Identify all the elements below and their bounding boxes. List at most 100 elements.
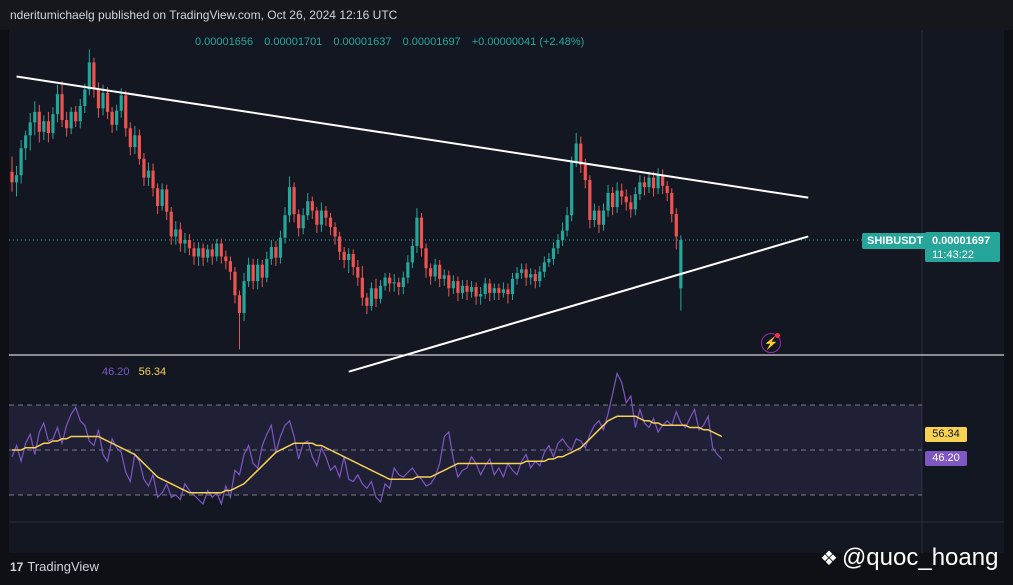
candle-body (365, 297, 369, 306)
candle-body (570, 161, 574, 216)
rsi-pane-background (9, 355, 1004, 553)
candle-body (515, 272, 519, 279)
candle-body (429, 268, 433, 277)
candle-body (265, 258, 269, 278)
candle-body (551, 248, 556, 259)
candle-body (338, 236, 342, 252)
bar-countdown: 11:43:22 (932, 249, 975, 261)
candle-body (283, 215, 287, 238)
candle-body (347, 254, 351, 260)
candle-body (274, 247, 278, 258)
last-price: 0.00001697 (932, 235, 991, 247)
lightning-icon[interactable]: ⚡ (761, 333, 781, 353)
candle-body (51, 114, 55, 133)
candle-body (60, 94, 64, 121)
candle-body (178, 229, 182, 244)
candle-body (87, 62, 91, 90)
price-candles (10, 49, 683, 350)
publisher-text: nderitumichaelg published on TradingView… (10, 8, 398, 22)
candle-body (324, 210, 328, 218)
rsi-tag: 46.20 (925, 451, 967, 466)
candle-body (520, 269, 524, 273)
candle-body (251, 264, 255, 282)
candle-body (661, 175, 665, 186)
candle-body (433, 264, 437, 277)
candle-body (256, 264, 260, 282)
candle-body (96, 89, 101, 109)
candle-body (201, 248, 205, 258)
candle-body (269, 247, 273, 259)
ohlc-low: 0.00001637 (333, 36, 392, 48)
candle-body (287, 187, 292, 216)
trendlines (16, 75, 809, 373)
candle-body (146, 170, 151, 178)
candle-body (656, 175, 660, 189)
candle-body (233, 271, 237, 296)
candle-body (674, 214, 678, 237)
candle-body (301, 215, 305, 229)
candle-body (529, 274, 533, 278)
candle-body (406, 262, 410, 278)
candle-body (542, 262, 546, 272)
candle-body (210, 249, 214, 257)
diamond-icon: ❖ (820, 548, 838, 570)
candle-body (28, 122, 32, 136)
candle-body (524, 269, 528, 278)
candle-body (633, 194, 637, 210)
candle-body (615, 190, 619, 208)
candle-body (565, 215, 569, 231)
candle-body (37, 111, 41, 132)
candle-body (392, 282, 396, 284)
triangle-trendline (16, 75, 809, 199)
candle-body (101, 93, 105, 109)
ohlc-high: 0.00001701 (264, 36, 323, 48)
candle-body (356, 267, 360, 278)
candle-body (14, 175, 19, 183)
candle-body (588, 180, 592, 221)
candle-body (69, 111, 73, 129)
notification-dot (775, 333, 780, 338)
candle-body (401, 277, 405, 288)
rsi-ma-legend-value: 56.34 (138, 366, 167, 378)
candle-body (665, 185, 669, 193)
candle-body (310, 201, 314, 211)
candle-body (651, 177, 656, 189)
ohlc-legend: 0.00001656 0.00001701 0.00001637 0.00001… (195, 36, 592, 48)
symbol-label: SHIBUSDT (862, 233, 929, 249)
candle-body (611, 192, 615, 208)
candle-body (474, 287, 478, 297)
candle-body (247, 264, 251, 282)
candle-body (33, 111, 37, 123)
candle-body (119, 95, 123, 111)
candle-body (369, 288, 374, 306)
candle-body (592, 210, 596, 221)
candle-body (479, 294, 483, 297)
candle-body (278, 237, 283, 258)
candle-body (219, 243, 223, 257)
candle-body (388, 277, 392, 284)
tradingview-logo-text: TradingView (27, 559, 99, 574)
candle-body (556, 240, 560, 249)
tradingview-logo[interactable]: 17 TradingView (10, 559, 99, 574)
candle-body (547, 258, 551, 263)
candle-body (183, 240, 187, 244)
candle-body (606, 192, 610, 211)
candle-body (506, 289, 510, 295)
candle-body (415, 217, 419, 246)
candle-body (638, 182, 642, 195)
ohlc-close: 0.00001697 (402, 36, 461, 48)
candle-body (110, 111, 114, 125)
candle-body (483, 283, 487, 295)
watermark-text: @quoc_hoang (841, 544, 999, 571)
candle-body (160, 189, 164, 206)
candle-body (438, 264, 442, 279)
candle-body (488, 283, 492, 293)
candle-body (410, 245, 414, 263)
candle-body (156, 188, 160, 206)
candle-body (670, 192, 674, 215)
candle-body (579, 143, 583, 165)
candle-body (319, 210, 323, 225)
ohlc-open: 0.00001656 (195, 36, 254, 48)
candle-body (456, 281, 460, 293)
